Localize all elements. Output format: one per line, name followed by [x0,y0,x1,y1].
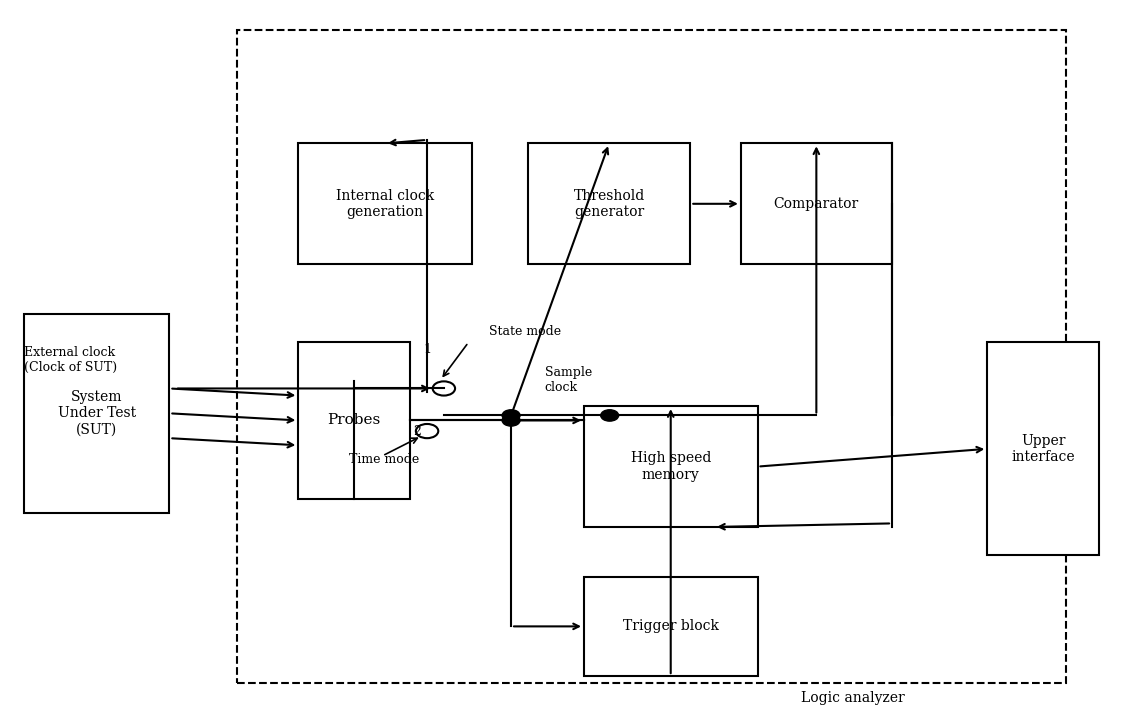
Circle shape [416,424,438,438]
Circle shape [601,410,619,421]
Text: Trigger block: Trigger block [623,620,719,633]
FancyBboxPatch shape [299,143,472,265]
Circle shape [502,415,520,426]
Text: State mode: State mode [489,325,560,338]
Text: Logic analyzer: Logic analyzer [801,690,905,704]
Text: Upper
interface: Upper interface [1012,434,1075,464]
FancyBboxPatch shape [584,406,758,527]
Text: High speed
memory: High speed memory [630,451,711,482]
Text: External clock
(Clock of SUT): External clock (Clock of SUT) [24,346,117,374]
FancyBboxPatch shape [299,342,410,498]
Text: Probes: Probes [328,414,381,427]
Text: 2: 2 [413,424,421,438]
FancyBboxPatch shape [584,577,758,676]
FancyBboxPatch shape [987,342,1099,555]
Text: Comparator: Comparator [774,197,859,211]
Text: System
Under Test
(SUT): System Under Test (SUT) [57,390,136,436]
Text: Threshold
generator: Threshold generator [574,189,645,219]
Circle shape [502,410,520,421]
Text: Internal clock
generation: Internal clock generation [336,189,435,219]
Text: Sample
clock: Sample clock [545,366,592,394]
Circle shape [432,381,455,396]
Text: Time mode: Time mode [348,453,419,466]
FancyBboxPatch shape [528,143,691,265]
FancyBboxPatch shape [741,143,892,265]
FancyBboxPatch shape [24,314,170,513]
Text: 1: 1 [423,343,431,356]
